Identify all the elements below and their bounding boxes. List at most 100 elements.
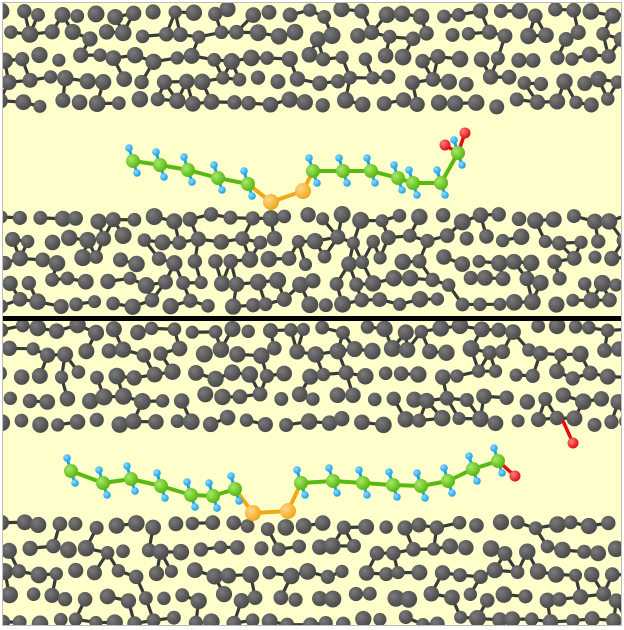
carbon-atom (446, 28, 460, 42)
carbon-atom (45, 273, 59, 287)
carbon-atom (227, 95, 241, 109)
carbon-atom (373, 613, 386, 626)
carbon-atom (527, 212, 544, 229)
carbon-atom (3, 53, 13, 69)
carbon-atom (191, 232, 206, 247)
carbon-atom (262, 5, 277, 20)
carbon-atom (241, 519, 255, 533)
carbon-atom (240, 413, 253, 426)
carbon-atom (125, 413, 141, 429)
carbon-atom (33, 211, 47, 225)
carbon-atom (459, 77, 474, 92)
hydrogen-atom (335, 154, 343, 162)
upper-graphene-layer (3, 3, 621, 114)
carbon-atom (29, 321, 46, 336)
carbon-atom (611, 75, 621, 89)
carbon-atom (601, 49, 616, 64)
carbon-atom (482, 25, 497, 40)
carbon-atom (510, 92, 524, 106)
carbon-atom (15, 414, 29, 428)
carbon-atom (296, 518, 312, 534)
carbon-atom (608, 540, 621, 557)
carbon-atom (223, 53, 240, 70)
carbon-atom (207, 53, 221, 67)
carbon-atom (270, 74, 285, 89)
carbon-atom (505, 324, 521, 340)
carbon-atom (511, 515, 525, 529)
top-panel (3, 3, 621, 316)
carbon-atom (280, 618, 294, 626)
hydrogen-atom (465, 452, 473, 460)
carbon-atom (250, 274, 267, 291)
carbon-atom (300, 207, 315, 222)
chain-carbon-atom (124, 472, 138, 486)
carbon-atom (31, 8, 45, 22)
carbon-atom (483, 69, 498, 84)
carbon-atom (78, 540, 95, 557)
carbon-atom (115, 388, 132, 405)
chain-carbon-atom (294, 476, 308, 490)
carbon-atom (45, 235, 61, 251)
hydrogen-atom (103, 491, 111, 499)
carbon-atom (495, 344, 510, 359)
chain-carbon-atom (228, 482, 242, 496)
carbon-atom (556, 73, 572, 89)
carbon-atom (253, 387, 268, 402)
carbon-atom (399, 610, 413, 624)
carbon-atom (375, 417, 392, 434)
carbon-atom (224, 321, 240, 337)
carbon-atom (350, 28, 366, 44)
carbon-atom (530, 95, 545, 110)
carbon-atom (31, 47, 47, 63)
chain-carbon-atom (64, 464, 78, 478)
carbon-atom (186, 326, 199, 339)
carbon-atom (412, 254, 426, 268)
hydrogen-atom (450, 136, 458, 144)
carbon-atom (489, 365, 502, 378)
chain-carbon-atom (306, 164, 320, 178)
carbon-atom (229, 346, 245, 362)
carbon-atom (90, 213, 106, 229)
carbon-atom (282, 51, 298, 67)
carbon-atom (145, 54, 161, 70)
carbon-atom (3, 276, 18, 291)
carbon-atom (577, 76, 592, 91)
carbon-atom (462, 27, 476, 41)
carbon-atom (46, 539, 61, 554)
chain-carbon-atom (126, 154, 140, 168)
carbon-atom (601, 324, 615, 338)
sulfur-atom (263, 194, 279, 210)
carbon-atom (397, 520, 412, 535)
carbon-atom (582, 46, 598, 62)
carbon-atom (573, 589, 589, 605)
carbon-atom (188, 365, 204, 381)
carbon-atom (431, 292, 444, 305)
chain-carbon-atom (356, 476, 370, 490)
carbon-atom (301, 413, 318, 430)
carbon-atom (590, 545, 606, 561)
carbon-atom (226, 616, 241, 626)
carbon-atom (349, 277, 363, 291)
hydrogen-atom (180, 153, 188, 161)
carbon-atom (487, 562, 503, 578)
carbon-atom (426, 72, 441, 87)
carbon-atom (510, 368, 523, 381)
chain-carbon-atom (391, 171, 405, 185)
carbon-atom (263, 97, 279, 113)
hydrogen-atom (210, 161, 218, 169)
carbon-atom (248, 590, 263, 605)
carbon-atom (299, 563, 316, 580)
carbon-atom (431, 95, 447, 111)
carbon-atom (54, 613, 68, 626)
carbon-atom (3, 256, 12, 270)
carbon-atom (398, 324, 414, 340)
carbon-atom (523, 255, 540, 272)
carbon-atom (575, 393, 591, 409)
carbon-atom (334, 411, 349, 426)
carbon-atom (529, 521, 543, 535)
carbon-atom (89, 616, 102, 626)
carbon-atom (554, 542, 571, 559)
carbon-atom (444, 590, 460, 606)
carbon-atom (458, 540, 473, 555)
